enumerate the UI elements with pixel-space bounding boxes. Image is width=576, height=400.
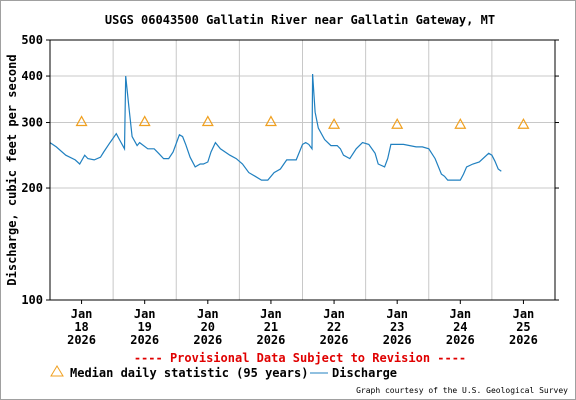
x-tick-label: Jan [260, 307, 282, 321]
x-axis-ticks: Jan182026Jan192026Jan202026Jan212026Jan2… [67, 300, 538, 347]
chart-title: USGS 06043500 Gallatin River near Gallat… [105, 13, 495, 27]
x-tick-label: 23 [390, 320, 404, 334]
x-tick-label: 22 [327, 320, 341, 334]
plot-area [49, 39, 556, 301]
x-tick-label: Jan [386, 307, 408, 321]
x-tick-label: 2026 [509, 333, 538, 347]
provisional-notice: ---- Provisional Data Subject to Revisio… [134, 351, 466, 365]
x-tick-label: Jan [197, 307, 219, 321]
y-axis-ticks: 100 200 300 400 500 [21, 33, 559, 307]
median-point [328, 118, 341, 129]
x-tick-label: 2026 [67, 333, 96, 347]
y-tick-label: 100 [21, 293, 43, 307]
x-tick-label: 24 [453, 320, 467, 334]
median-point [517, 118, 530, 129]
median-point [75, 115, 88, 127]
x-tick-label: Jan [323, 307, 345, 321]
x-tick-label: 25 [516, 320, 530, 334]
x-tick-label: 2026 [130, 333, 159, 347]
median-point [454, 118, 467, 129]
data-series [49, 73, 530, 181]
x-tick-label: 2026 [256, 333, 285, 347]
x-tick-label: 2026 [446, 333, 475, 347]
y-tick-label: 500 [21, 33, 43, 47]
legend-median-triangle-icon [50, 365, 64, 377]
y-tick-label: 400 [21, 69, 43, 83]
y-tick-label: 300 [21, 116, 43, 130]
grid-lines [50, 40, 555, 300]
x-tick-label: 2026 [383, 333, 412, 347]
x-tick-label: 18 [74, 320, 88, 334]
median-point [201, 115, 214, 127]
legend-median-label: Median daily statistic (95 years) [70, 366, 308, 380]
x-tick-label: Jan [513, 307, 535, 321]
discharge-line [49, 73, 502, 181]
median-point [391, 118, 404, 129]
x-tick-label: 2026 [193, 333, 222, 347]
x-tick-label: Jan [449, 307, 471, 321]
x-tick-label: Jan [71, 307, 93, 321]
x-tick-label: 20 [201, 320, 215, 334]
x-tick-label: Jan [134, 307, 156, 321]
y-tick-label: 200 [21, 181, 43, 195]
credit-text: Graph courtesy of the U.S. Geological Su… [356, 386, 568, 395]
median-point [264, 115, 277, 127]
y-axis-label: Discharge, cubic feet per second [5, 54, 19, 285]
x-tick-label: 19 [137, 320, 151, 334]
median-point [138, 115, 151, 127]
legend-discharge-label: Discharge [332, 366, 397, 380]
legend: Median daily statistic (95 years) Discha… [50, 365, 397, 380]
x-tick-label: 21 [264, 320, 278, 334]
x-tick-label: 2026 [320, 333, 349, 347]
plot-border [49, 39, 556, 301]
